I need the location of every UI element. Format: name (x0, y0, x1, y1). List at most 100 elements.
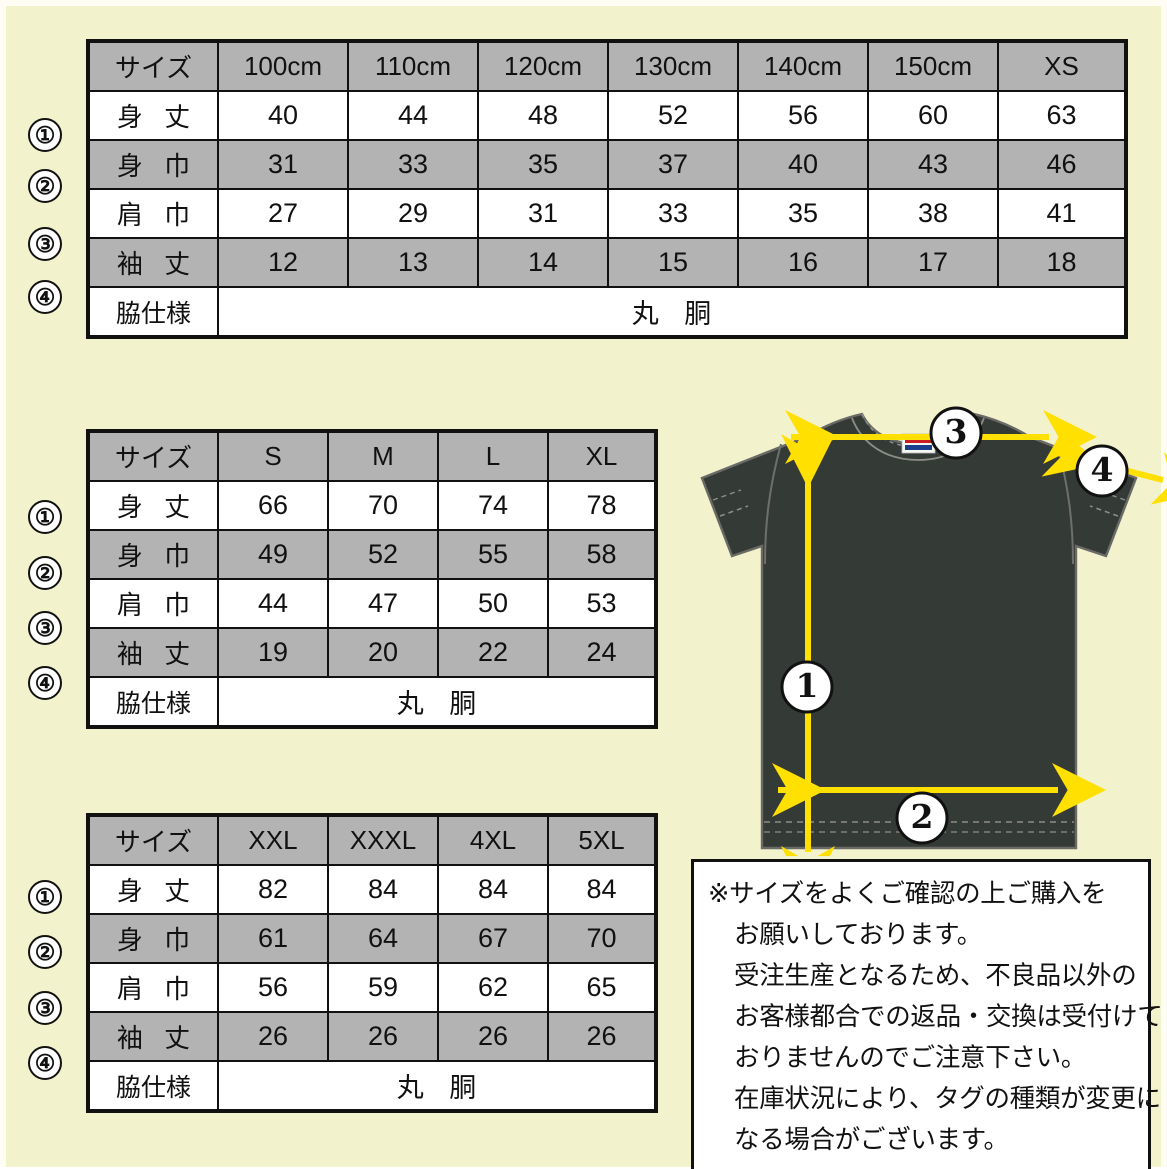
marker-1-table2: ① (28, 500, 62, 534)
table-cell: 56 (737, 90, 869, 141)
table-cell: 40 (737, 139, 869, 190)
table-cell: 74 (437, 480, 549, 531)
tshirt-diagram: 1 2 3 4 (666, 404, 1167, 856)
table-row: 袖 丈 26 26 26 26 (87, 1011, 657, 1062)
footer-value: 丸 胴 (217, 286, 1127, 338)
table-cell: 31 (477, 188, 609, 239)
table-cell: 67 (437, 913, 549, 964)
table-cell: 84 (437, 864, 549, 915)
purchase-note-box: ※サイズをよくご確認の上ご購入を お願いしております。 受注生産となるため、不良… (691, 859, 1163, 1169)
table-cell: 48 (477, 90, 609, 141)
table-cell: 26 (327, 1011, 439, 1062)
row-label: 身 巾 (87, 913, 219, 964)
marker-2-table3: ② (28, 935, 62, 969)
adult-size-table: サイズ S M L XL 身 丈 66 70 74 78 身 巾 49 52 5… (86, 429, 658, 729)
header-cell: サイズ (87, 40, 219, 92)
table-cell: 38 (867, 188, 999, 239)
row-label: 袖 丈 (87, 1011, 219, 1062)
table-cell: 24 (547, 627, 657, 678)
table-cell: 33 (347, 139, 479, 190)
table-cell: 55 (437, 529, 549, 580)
table-cell: 66 (217, 480, 329, 531)
table-cell: 46 (997, 139, 1127, 190)
table-row: 身 巾 49 52 55 58 (87, 529, 657, 580)
row-label: 袖 丈 (87, 627, 219, 678)
marker-1-table3: ① (28, 880, 62, 914)
table-cell: 29 (347, 188, 479, 239)
row-label: 袖 丈 (87, 237, 219, 288)
table-row: 身 丈 40 44 48 52 56 60 63 (87, 90, 1127, 141)
row-label: 身 丈 (87, 90, 219, 141)
header-cell: 100cm (217, 40, 349, 92)
footer-label: 脇仕様 (87, 676, 219, 728)
footer-label: 脇仕様 (87, 286, 219, 338)
marker-4-table1: ④ (28, 280, 62, 314)
header-cell: XXL (217, 814, 329, 866)
footer-value: 丸 胴 (217, 1060, 657, 1112)
table-cell: 61 (217, 913, 329, 964)
note-line: お客様都合での返品・交換は受付けて (734, 1003, 1163, 1031)
table-cell: 49 (217, 529, 329, 580)
marker-4-table3: ④ (28, 1046, 62, 1080)
row-label: 肩 巾 (87, 188, 219, 239)
table-row: 身 丈 66 70 74 78 (87, 480, 657, 531)
header-cell: 130cm (607, 40, 739, 92)
footer-value: 丸 胴 (217, 676, 657, 728)
table-cell: 27 (217, 188, 349, 239)
row-label: 身 丈 (87, 480, 219, 531)
table-cell: 52 (327, 529, 439, 580)
table-cell: 35 (737, 188, 869, 239)
table-row: 袖 丈 12 13 14 15 16 17 18 (87, 237, 1127, 288)
table-cell: 26 (437, 1011, 549, 1062)
table-cell: 18 (997, 237, 1127, 288)
table-cell: 35 (477, 139, 609, 190)
shirt-body-shape (700, 412, 1138, 850)
header-cell: 110cm (347, 40, 479, 92)
table-cell: 14 (477, 237, 609, 288)
marker-3-table1: ③ (28, 227, 62, 261)
header-cell: 140cm (737, 40, 869, 92)
header-cell: 150cm (867, 40, 999, 92)
kids-size-table: サイズ 100cm 110cm 120cm 130cm 140cm 150cm … (86, 39, 1128, 339)
row-label: 身 丈 (87, 864, 219, 915)
table-cell: 33 (607, 188, 739, 239)
table-cell: 15 (607, 237, 739, 288)
table-footer-row: 脇仕様 丸 胴 (87, 286, 1127, 338)
table-cell: 70 (327, 480, 439, 531)
footer-label: 脇仕様 (87, 1060, 219, 1112)
table-cell: 26 (547, 1011, 657, 1062)
diagram-callout-4: 4 (1075, 444, 1129, 498)
table-cell: 58 (547, 529, 657, 580)
note-line: 受注生産となるため、不良品以外の (734, 962, 1137, 990)
callout-4-label: 4 (1091, 450, 1114, 489)
table-cell: 41 (997, 188, 1127, 239)
table-footer-row: 脇仕様 丸 胴 (87, 1060, 657, 1112)
note-line: なる場合がございます。 (734, 1126, 1009, 1154)
table-row: 身 丈 82 84 84 84 (87, 864, 657, 915)
header-cell: XL (547, 430, 657, 482)
table-header-row: サイズ 100cm 110cm 120cm 130cm 140cm 150cm … (87, 40, 1127, 92)
table-row: 肩 巾 27 29 31 33 35 38 41 (87, 188, 1127, 239)
header-cell: XS (997, 40, 1127, 92)
row-label: 身 巾 (87, 529, 219, 580)
marker-4-table2: ④ (28, 666, 62, 700)
marker-2-table2: ② (28, 556, 62, 590)
table-cell: 53 (547, 578, 657, 629)
table-row: 袖 丈 19 20 22 24 (87, 627, 657, 678)
diagram-callout-1: 1 (780, 660, 834, 714)
table-cell: 19 (217, 627, 329, 678)
table-row: 身 巾 61 64 67 70 (87, 913, 657, 964)
table-cell: 17 (867, 237, 999, 288)
note-line: おりませんのでご注意下さい。 (734, 1044, 1087, 1072)
table-cell: 62 (437, 962, 549, 1013)
header-cell: S (217, 430, 329, 482)
table-cell: 64 (327, 913, 439, 964)
table-cell: 50 (437, 578, 549, 629)
table-row: 肩 巾 56 59 62 65 (87, 962, 657, 1013)
header-cell: 5XL (547, 814, 657, 866)
table-footer-row: 脇仕様 丸 胴 (87, 676, 657, 728)
table-cell: 44 (347, 90, 479, 141)
table-cell: 52 (607, 90, 739, 141)
table-cell: 65 (547, 962, 657, 1013)
table-cell: 78 (547, 480, 657, 531)
